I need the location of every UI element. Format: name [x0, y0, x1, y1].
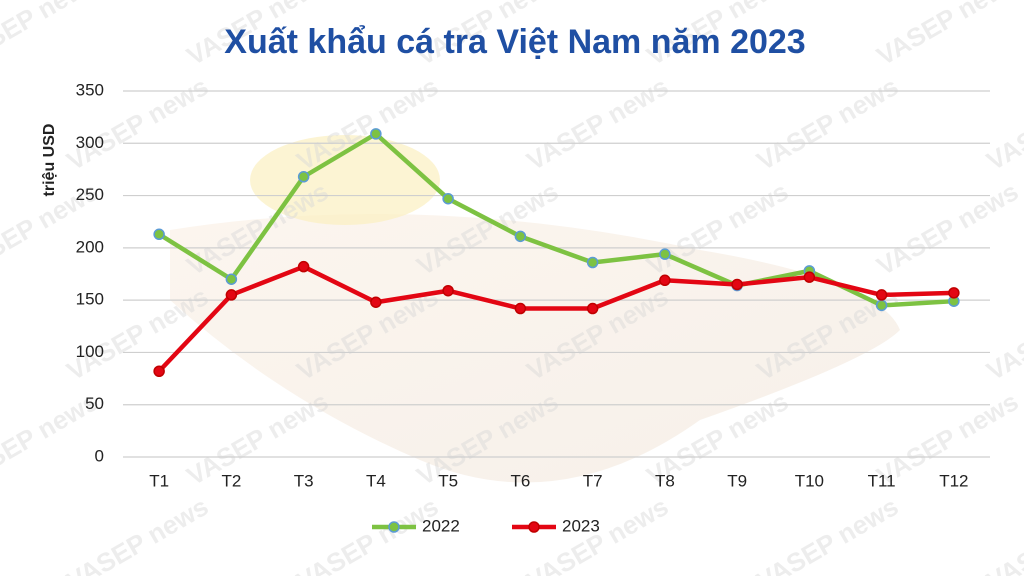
watermark: VASEP news: [981, 281, 1024, 386]
background-lemon: [250, 135, 440, 225]
watermark: VASEP news: [0, 0, 103, 71]
y-tick-label: 0: [95, 446, 104, 465]
chart-title: Xuất khẩu cá tra Việt Nam năm 2023: [224, 23, 805, 61]
data-point: [659, 248, 671, 260]
data-point: [586, 302, 599, 315]
x-tick-label: T10: [795, 471, 824, 490]
watermark: VASEP news: [521, 71, 673, 176]
data-point: [948, 287, 960, 299]
x-tick-label: T6: [510, 471, 530, 490]
watermark: VASEP news: [751, 71, 903, 176]
watermark: VASEP news: [871, 176, 1023, 281]
y-axis-label: triệu USD: [41, 124, 58, 197]
series-line: [157, 264, 954, 373]
y-tick-label: 300: [76, 133, 104, 152]
x-tick-label: T1: [149, 471, 169, 490]
watermark: VASEP news: [871, 0, 1023, 71]
data-point: [586, 256, 599, 269]
y-tick-label: 150: [76, 290, 104, 309]
data-point: [370, 296, 382, 308]
y-tick-label: 100: [76, 342, 104, 361]
data-point: [731, 278, 743, 291]
x-tick-label: T3: [294, 471, 314, 490]
data-point: [225, 273, 238, 285]
watermark: VASEP news: [61, 491, 213, 576]
data-point: [153, 228, 165, 241]
y-tick-label: 50: [85, 394, 104, 413]
data-point: [442, 192, 454, 205]
watermark: VASEP news: [981, 71, 1024, 176]
legend-marker: [528, 521, 540, 533]
data-point: [297, 170, 310, 183]
data-point: [370, 128, 382, 140]
data-point: [803, 271, 816, 283]
y-tick-label: 350: [76, 80, 104, 99]
watermark: VASEP news: [981, 491, 1024, 576]
watermark: VASEP news: [291, 491, 443, 576]
data-point: [297, 260, 310, 273]
legend-label: 2022: [422, 516, 460, 535]
x-tick-label: T11: [868, 471, 896, 490]
legend-marker: [388, 521, 400, 533]
x-tick-label: T4: [366, 471, 386, 490]
x-tick-label: T7: [583, 471, 603, 490]
y-tick-label: 250: [76, 185, 104, 204]
series-line: [157, 131, 955, 308]
x-tick-label: T2: [221, 471, 241, 490]
data-point: [514, 302, 527, 315]
x-tick-label: T5: [438, 471, 458, 490]
data-point: [875, 289, 888, 301]
data-point: [153, 365, 165, 378]
data-point: [659, 274, 671, 287]
x-tick-label: T8: [655, 471, 675, 490]
y-tick-label: 200: [76, 237, 104, 256]
x-tick-label: T12: [939, 471, 968, 490]
x-tick-label: T9: [727, 471, 747, 490]
data-point: [442, 284, 454, 297]
watermark: VASEP news: [751, 491, 903, 576]
data-point: [875, 299, 888, 312]
data-point: [514, 230, 527, 243]
legend-label: 2023: [562, 516, 600, 535]
data-point: [225, 289, 238, 301]
